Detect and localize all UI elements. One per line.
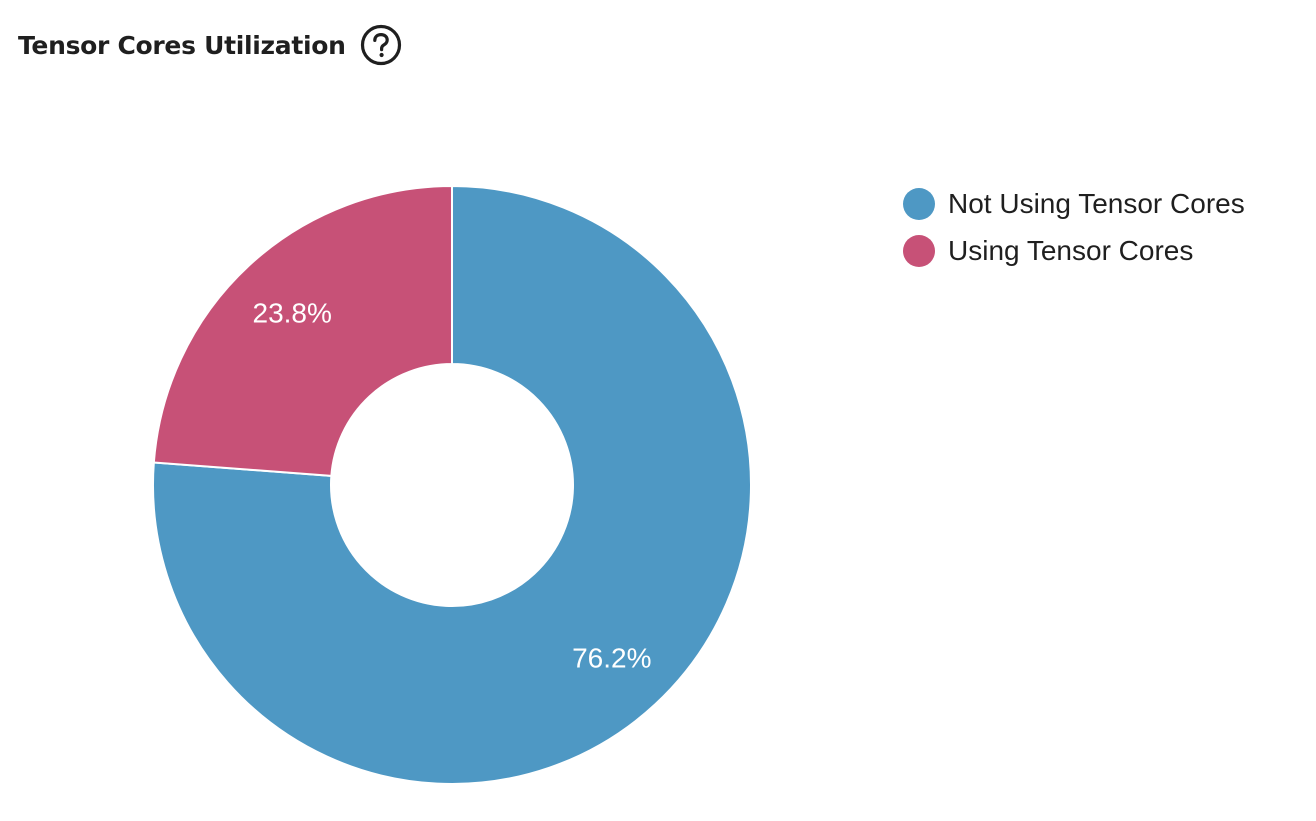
legend-label: Not Using Tensor Cores (948, 187, 1245, 219)
slice-label-1: 23.8% (253, 298, 332, 329)
pie-slice-0[interactable] (152, 184, 752, 785)
chart-header: Tensor Cores Utilization (18, 22, 402, 68)
pie-slice-1[interactable] (152, 184, 453, 477)
chart-title: Tensor Cores Utilization (18, 30, 346, 60)
legend-label: Using Tensor Cores (948, 234, 1194, 266)
legend-item-1[interactable]: Using Tensor Cores (903, 227, 1245, 274)
question-circle-icon[interactable] (360, 24, 402, 66)
slice-label-0: 76.2% (572, 642, 651, 673)
legend-item-0[interactable]: Not Using Tensor Cores (903, 180, 1245, 227)
legend-swatch (903, 234, 935, 267)
chart-legend: Not Using Tensor Cores Using Tensor Cores (903, 180, 1245, 274)
legend-swatch (903, 187, 935, 220)
